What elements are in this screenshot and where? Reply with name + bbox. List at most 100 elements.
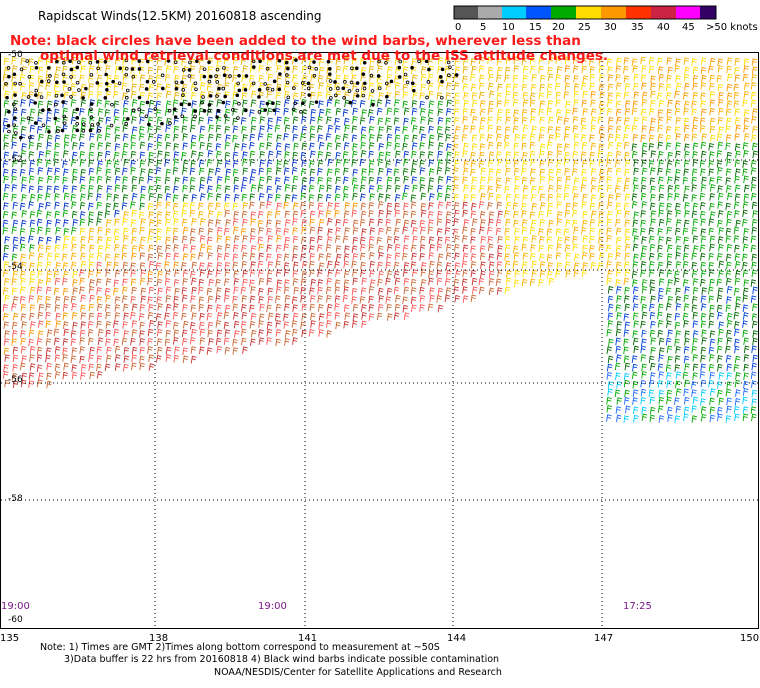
wind-barb (701, 74, 707, 83)
wind-barb (623, 184, 630, 193)
wind-barb (284, 194, 291, 202)
wind-barb (215, 202, 221, 211)
wind-barb (232, 253, 239, 262)
wind-barb (556, 176, 563, 185)
wind-barb (633, 253, 639, 262)
contamination-circle (75, 122, 79, 126)
wind-barb (37, 75, 44, 83)
wind-barb (276, 160, 282, 169)
wind-barb (29, 219, 36, 228)
wind-barb (666, 253, 673, 261)
wind-barb (266, 304, 272, 313)
contamination-circle (440, 67, 445, 72)
wind-barb (301, 329, 307, 338)
wind-barb (385, 151, 391, 159)
wind-barb (623, 313, 630, 321)
wind-barb (623, 141, 630, 150)
wind-barb (582, 235, 589, 243)
wind-barb (709, 202, 715, 211)
wind-barb (292, 245, 299, 254)
wind-barb (96, 371, 103, 379)
contamination-circle (173, 60, 178, 65)
contamination-circle (41, 108, 45, 113)
wind-barb (726, 312, 733, 321)
wind-barb (649, 252, 655, 261)
wind-barb (308, 201, 315, 210)
wind-barb (71, 158, 77, 167)
wind-barb (257, 260, 264, 269)
wind-barb (428, 177, 435, 186)
contamination-circle (329, 96, 333, 100)
wind-barb (139, 100, 146, 109)
wind-barb (122, 124, 129, 133)
wind-barb (633, 320, 640, 328)
wind-barb (249, 321, 256, 329)
wind-barb (284, 143, 291, 152)
wind-barb (589, 252, 595, 261)
wind-barb (284, 151, 290, 159)
wind-barb (360, 193, 366, 202)
wind-barb (752, 354, 758, 363)
wind-barb (513, 252, 520, 260)
wind-barb (62, 253, 68, 261)
wind-barb (11, 65, 18, 73)
wind-barb (3, 313, 9, 321)
wind-barb (351, 245, 358, 253)
contamination-circle (425, 95, 429, 100)
wind-barb (29, 65, 35, 74)
wind-barb (11, 226, 18, 235)
wind-barb (386, 107, 393, 116)
wind-barb (734, 108, 741, 116)
contamination-circle (161, 86, 165, 91)
wind-barb (326, 277, 333, 286)
wind-barb (335, 245, 342, 253)
wind-barb (360, 141, 366, 150)
wind-barb (666, 108, 672, 117)
wind-barb (266, 57, 273, 66)
wind-barb (564, 209, 571, 218)
wind-barb (641, 159, 647, 168)
wind-barb (699, 202, 706, 210)
wind-barb (173, 91, 180, 100)
wind-barb (259, 159, 265, 168)
wind-barb (37, 193, 43, 202)
wind-barb (742, 294, 749, 303)
wind-barb (318, 58, 325, 67)
wind-barb (326, 330, 332, 338)
wind-barb (216, 244, 223, 253)
wind-barb (582, 193, 588, 202)
wind-barb (742, 406, 749, 414)
wind-barb (607, 74, 614, 82)
wind-barb (717, 201, 723, 209)
wind-barb (580, 184, 587, 192)
wind-barb (742, 201, 749, 209)
colorbar-swatch (651, 6, 676, 19)
wind-barb (444, 56, 451, 65)
wind-barb (421, 262, 427, 270)
wind-barb (183, 320, 189, 329)
wind-barb (257, 184, 264, 192)
wind-barb (386, 287, 393, 296)
wind-barb (742, 209, 748, 218)
wind-barb (208, 278, 215, 287)
wind-barb (258, 65, 264, 73)
wind-barb (496, 287, 503, 295)
wind-barb (717, 192, 724, 201)
wind-barb (683, 319, 689, 328)
wind-barb (657, 66, 664, 74)
wind-barb (20, 99, 26, 107)
wind-barb (38, 66, 44, 75)
wind-barb (37, 82, 44, 90)
wind-barb (666, 303, 672, 311)
wind-barb (63, 328, 70, 337)
wind-barb (155, 166, 162, 175)
wind-barb (157, 346, 163, 355)
wind-barb (463, 160, 470, 168)
wind-barb (368, 109, 374, 117)
wind-barb (573, 269, 580, 278)
contamination-circle (137, 59, 142, 63)
wind-barb (310, 312, 316, 321)
wind-barb (250, 312, 257, 321)
wind-barb (386, 210, 392, 218)
wind-barb (750, 99, 757, 108)
